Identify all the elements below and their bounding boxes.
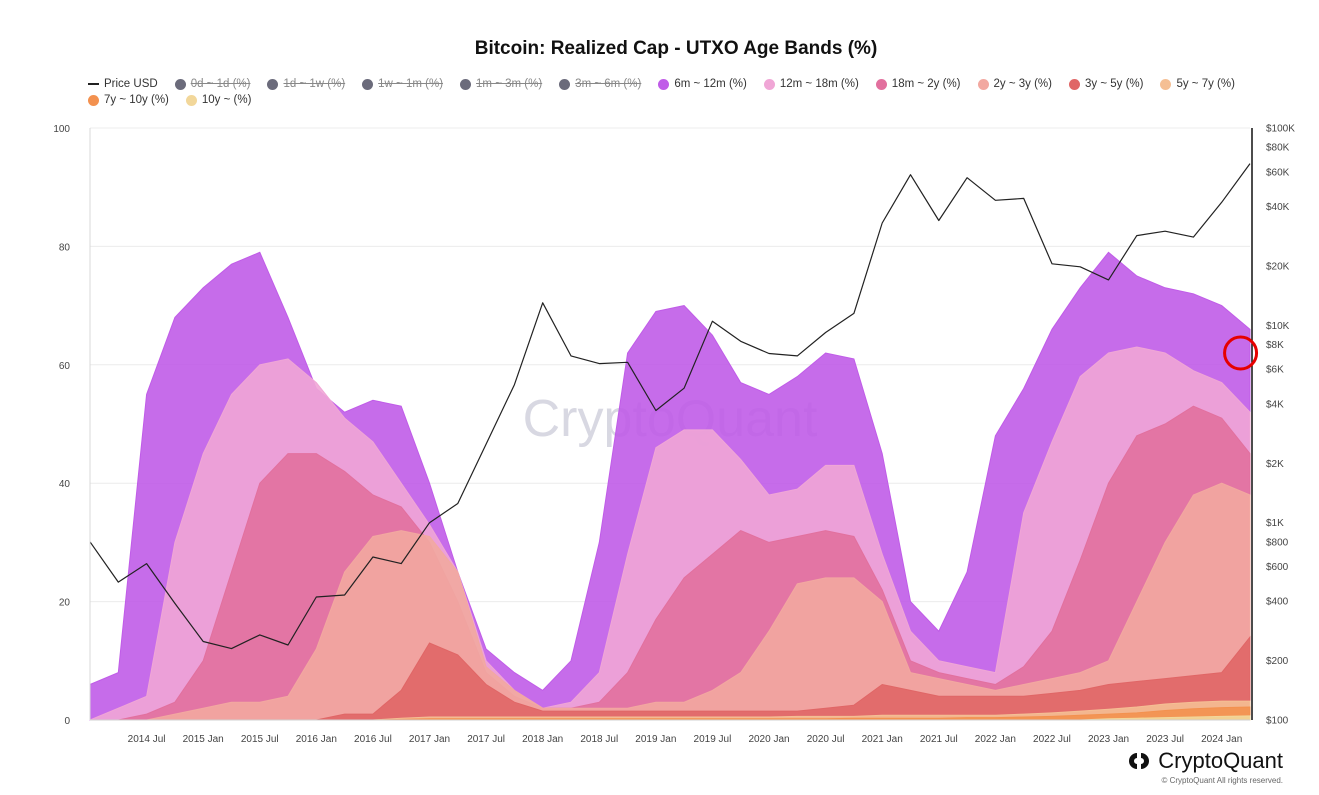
- x-tick-label: 2014 Jul: [128, 734, 166, 745]
- y2-tick-label: $1K: [1266, 518, 1284, 529]
- y-tick-label: 60: [59, 361, 71, 372]
- y2-tick-label: $600: [1266, 562, 1289, 573]
- legend: Price USD 0d ~ 1d (%) 1d ~ 1w (%) 1w ~ 1m (…: [88, 78, 1288, 106]
- x-tick-label: 2019 Jan: [635, 734, 676, 745]
- legend-dot-icon: [175, 79, 186, 90]
- y2-tick-label: $40K: [1266, 202, 1290, 213]
- legend-line-icon: [88, 83, 99, 85]
- x-tick-label: 2015 Jul: [241, 734, 279, 745]
- x-tick-label: 2024 Jan: [1201, 734, 1242, 745]
- legend-dot-icon: [88, 95, 99, 106]
- y2-tick-label: $4K: [1266, 399, 1284, 410]
- y2-tick-label: $100K: [1266, 124, 1295, 135]
- legend-dot-icon: [764, 79, 775, 90]
- legend-dot-icon: [1069, 79, 1080, 90]
- legend-item[interactable]: Price USD: [88, 78, 158, 90]
- y-tick-label: 0: [64, 716, 70, 727]
- legend-item[interactable]: 3y ~ 5y (%): [1069, 78, 1143, 90]
- y-tick-label: 40: [59, 479, 71, 490]
- x-tick-label: 2018 Jan: [522, 734, 563, 745]
- x-tick-label: 2022 Jan: [975, 734, 1016, 745]
- legend-dot-icon: [876, 79, 887, 90]
- legend-item[interactable]: 2y ~ 3y (%): [978, 78, 1052, 90]
- legend-dot-icon: [362, 79, 373, 90]
- brand-logo: CryptoQuant: [1128, 748, 1283, 774]
- y2-tick-label: $400: [1266, 597, 1289, 608]
- y2-tick-label: $10K: [1266, 321, 1290, 332]
- legend-label: 5y ~ 7y (%): [1176, 78, 1234, 90]
- x-tick-label: 2021 Jan: [862, 734, 903, 745]
- legend-item[interactable]: 1w ~ 1m (%): [362, 78, 443, 90]
- legend-label: 3y ~ 5y (%): [1085, 78, 1143, 90]
- copyright: © CryptoQuant All rights reserved.: [1162, 776, 1284, 785]
- y2-tick-label: $6K: [1266, 365, 1284, 376]
- legend-item[interactable]: 1m ~ 3m (%): [460, 78, 542, 90]
- x-tick-label: 2022 Jul: [1033, 734, 1071, 745]
- legend-dot-icon: [186, 95, 197, 106]
- legend-dot-icon: [559, 79, 570, 90]
- legend-item[interactable]: 10y ~ (%): [186, 94, 252, 106]
- legend-label: 1w ~ 1m (%): [378, 78, 443, 90]
- y2-tick-label: $20K: [1266, 261, 1290, 272]
- logo-text: CryptoQuant: [1158, 748, 1283, 774]
- legend-item[interactable]: 3m ~ 6m (%): [559, 78, 641, 90]
- x-tick-label: 2021 Jul: [920, 734, 958, 745]
- y2-tick-label: $80K: [1266, 143, 1290, 154]
- area-series-layer: [90, 252, 1250, 720]
- y2-tick-label: $200: [1266, 656, 1289, 667]
- legend-label: 18m ~ 2y (%): [892, 78, 961, 90]
- legend-item[interactable]: 7y ~ 10y (%): [88, 94, 169, 106]
- x-tick-label: 2016 Jul: [354, 734, 392, 745]
- legend-label: 7y ~ 10y (%): [104, 94, 169, 106]
- x-tick-label: 2020 Jan: [748, 734, 789, 745]
- legend-label: 0d ~ 1d (%): [191, 78, 251, 90]
- x-tick-label: 2019 Jul: [694, 734, 732, 745]
- y2-tick-label: $2K: [1266, 459, 1284, 470]
- x-tick-label: 2018 Jul: [580, 734, 618, 745]
- x-tick-label: 2016 Jan: [296, 734, 337, 745]
- legend-dot-icon: [460, 79, 471, 90]
- chart-title: Bitcoin: Realized Cap - UTXO Age Bands (…: [475, 38, 878, 59]
- legend-dot-icon: [658, 79, 669, 90]
- legend-label: 12m ~ 18m (%): [780, 78, 859, 90]
- x-tick-label: 2020 Jul: [807, 734, 845, 745]
- legend-label: 1d ~ 1w (%): [283, 78, 345, 90]
- legend-label: 3m ~ 6m (%): [575, 78, 641, 90]
- legend-dot-icon: [978, 79, 989, 90]
- legend-label: 2y ~ 3y (%): [994, 78, 1052, 90]
- y-tick-label: 20: [59, 598, 71, 609]
- y2-tick-label: $60K: [1266, 167, 1290, 178]
- legend-label: 10y ~ (%): [202, 94, 252, 106]
- legend-label: Price USD: [104, 78, 158, 90]
- legend-label: 6m ~ 12m (%): [674, 78, 747, 90]
- legend-dot-icon: [267, 79, 278, 90]
- y-tick-label: 80: [59, 242, 71, 253]
- cryptoquant-logo-icon: [1128, 752, 1152, 770]
- x-tick-label: 2023 Jul: [1146, 734, 1184, 745]
- legend-item[interactable]: 18m ~ 2y (%): [876, 78, 961, 90]
- y2-tick-label: $100: [1266, 716, 1289, 727]
- x-tick-label: 2015 Jan: [183, 734, 224, 745]
- y2-tick-label: $8K: [1266, 340, 1284, 351]
- y2-tick-label: $800: [1266, 537, 1289, 548]
- legend-item[interactable]: 0d ~ 1d (%): [175, 78, 251, 90]
- legend-item[interactable]: 5y ~ 7y (%): [1160, 78, 1234, 90]
- legend-label: 1m ~ 3m (%): [476, 78, 542, 90]
- legend-item[interactable]: 12m ~ 18m (%): [764, 78, 859, 90]
- legend-item[interactable]: 1d ~ 1w (%): [267, 78, 345, 90]
- y-tick-label: 100: [53, 124, 70, 135]
- legend-item[interactable]: 6m ~ 12m (%): [658, 78, 747, 90]
- x-tick-label: 2023 Jan: [1088, 734, 1129, 745]
- x-tick-label: 2017 Jan: [409, 734, 450, 745]
- legend-dot-icon: [1160, 79, 1171, 90]
- x-tick-label: 2017 Jul: [467, 734, 505, 745]
